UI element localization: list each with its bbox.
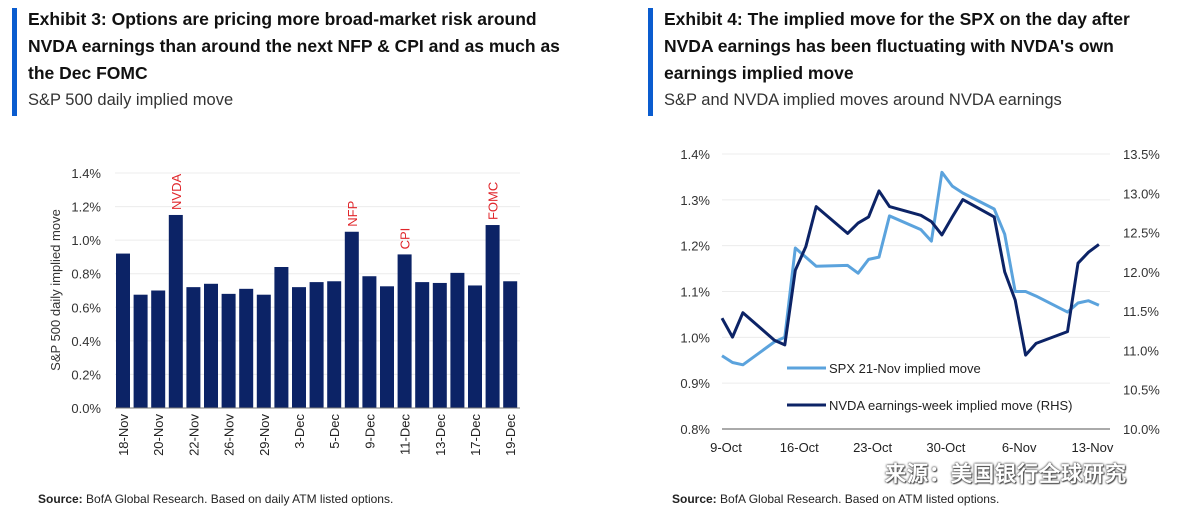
y-tick-label: 1.4% bbox=[71, 166, 101, 181]
y-tick-label: 0.0% bbox=[71, 401, 101, 416]
x-tick-label: 17-Dec bbox=[468, 414, 483, 456]
y2-tick-label: 10.0% bbox=[1123, 422, 1160, 437]
series-line-nvda bbox=[720, 189, 1100, 357]
y-tick-label: 1.2% bbox=[71, 200, 101, 215]
x-tick-label: 20-Nov bbox=[151, 414, 166, 456]
event-label: NFP bbox=[345, 201, 360, 227]
x-tick-label: 13-Nov bbox=[1071, 440, 1113, 455]
bar-2-Dec bbox=[274, 267, 289, 408]
bar-4-Dec bbox=[309, 282, 324, 408]
series-line-spx bbox=[721, 170, 1100, 367]
bar-9-Dec bbox=[362, 276, 377, 408]
bar-3-Dec bbox=[292, 287, 306, 408]
x-tick-label: 18-Nov bbox=[116, 414, 131, 456]
y2-tick-label: 13.5% bbox=[1123, 147, 1160, 162]
y2-tick-label: 11.5% bbox=[1123, 304, 1159, 319]
right-source: Source: BofA Global Research. Based on A… bbox=[672, 492, 999, 506]
event-label: FOMC bbox=[486, 182, 501, 220]
y2-tick-label: 12.0% bbox=[1123, 265, 1160, 280]
y-tick-label: 0.6% bbox=[71, 300, 101, 315]
bar-18-Nov bbox=[116, 253, 130, 408]
bar-20-Nov bbox=[151, 290, 166, 408]
bar-17-Dec bbox=[468, 285, 482, 408]
bar-11-Dec bbox=[397, 254, 412, 408]
legend-label: SPX 21-Nov implied move bbox=[829, 361, 981, 376]
y2-tick-label: 11.0% bbox=[1123, 343, 1159, 358]
y-axis-label: S&P 500 daily implied move bbox=[48, 209, 63, 371]
y-tick-label: 1.2% bbox=[680, 239, 710, 254]
source-text: BofA Global Research. Based on ATM liste… bbox=[716, 492, 1000, 506]
y-tick-label: 0.8% bbox=[71, 267, 101, 282]
bar-29-Nov bbox=[256, 294, 271, 408]
y-tick-label: 1.4% bbox=[680, 147, 710, 162]
y-tick-label: 0.2% bbox=[71, 367, 101, 382]
x-tick-label: 13-Dec bbox=[433, 414, 448, 456]
x-tick-label: 9-Oct bbox=[710, 440, 742, 455]
source-label: Source: bbox=[672, 492, 717, 506]
right-subtitle: S&P and NVDA implied moves around NVDA e… bbox=[664, 91, 1062, 109]
watermark: 来源：美国银行全球研究 bbox=[885, 462, 1127, 486]
x-tick-label: 19-Dec bbox=[503, 414, 518, 456]
y-tick-label: 0.8% bbox=[680, 422, 710, 437]
y-tick-label: 1.0% bbox=[680, 330, 710, 345]
y-tick-label: 1.3% bbox=[680, 193, 710, 208]
x-tick-label: 9-Dec bbox=[362, 414, 377, 449]
x-tick-label: 5-Dec bbox=[327, 414, 342, 449]
legend-label: NVDA earnings-week implied move (RHS) bbox=[829, 398, 1072, 413]
bar-16-Dec bbox=[450, 272, 465, 408]
x-tick-label: 6-Nov bbox=[1002, 440, 1037, 455]
bar-26-Nov bbox=[221, 293, 236, 408]
source-label: Source: bbox=[38, 492, 83, 506]
event-label: NVDA bbox=[169, 174, 184, 210]
y-tick-label: 1.0% bbox=[71, 233, 101, 248]
y2-tick-label: 13.0% bbox=[1123, 186, 1160, 201]
bar-22-Nov bbox=[186, 287, 201, 408]
left-subtitle: S&P 500 daily implied move bbox=[28, 91, 234, 109]
bar-19-Dec bbox=[503, 281, 518, 408]
y-tick-label: 0.9% bbox=[680, 376, 710, 391]
bar-13-Dec bbox=[432, 282, 447, 408]
y2-tick-label: 12.5% bbox=[1123, 226, 1160, 241]
bar-12-Dec bbox=[415, 282, 430, 408]
x-tick-label: 22-Nov bbox=[186, 414, 201, 456]
bar-5-Dec bbox=[327, 281, 342, 408]
x-tick-label: 29-Nov bbox=[257, 414, 272, 456]
bar-21-Nov bbox=[168, 214, 183, 408]
x-tick-label: 16-Oct bbox=[780, 440, 819, 455]
bar-19-Nov bbox=[133, 294, 148, 408]
y-tick-label: 1.1% bbox=[680, 285, 710, 300]
x-tick-label: 23-Oct bbox=[853, 440, 892, 455]
bar-6-Dec bbox=[344, 231, 359, 408]
bar-27-Nov bbox=[239, 288, 254, 408]
event-label: CPI bbox=[398, 228, 413, 250]
x-tick-label: 26-Nov bbox=[222, 414, 237, 456]
source-text: BofA Global Research. Based on daily ATM… bbox=[82, 492, 394, 506]
x-tick-label: 11-Dec bbox=[398, 414, 413, 455]
bar-10-Dec bbox=[380, 286, 394, 408]
right-accent-bar bbox=[648, 8, 653, 116]
left-accent-bar bbox=[12, 8, 17, 116]
left-source: Source: BofA Global Research. Based on d… bbox=[38, 492, 393, 506]
x-tick-label: 3-Dec bbox=[292, 414, 307, 449]
y-tick-label: 0.4% bbox=[71, 334, 101, 349]
bar-25-Nov bbox=[204, 283, 218, 408]
right-title: Exhibit 4: The implied move for the SPX … bbox=[664, 9, 1130, 83]
y2-tick-label: 10.5% bbox=[1123, 383, 1160, 398]
bar-18-Dec bbox=[485, 225, 500, 408]
x-tick-label: 30-Oct bbox=[926, 440, 965, 455]
left-title: Exhibit 3: Options are pricing more broa… bbox=[28, 9, 560, 83]
